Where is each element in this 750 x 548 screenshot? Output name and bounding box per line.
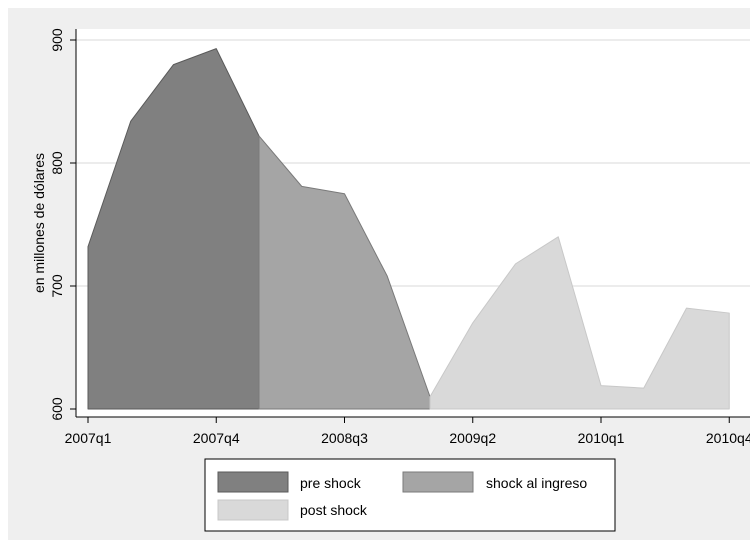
y-tick-label: 700 [49, 274, 65, 298]
area-post-shock [429, 236, 730, 410]
legend-swatch [217, 471, 289, 493]
y-tick-label: 800 [49, 151, 65, 175]
legend: pre shock shock al ingreso post shock [204, 458, 616, 532]
legend-swatch [217, 499, 289, 521]
legend-label: shock al ingreso [486, 475, 587, 491]
legend-label: pre shock [300, 475, 362, 491]
area-series [87, 48, 730, 410]
y-ticks: 600 700 800 900 [49, 28, 76, 421]
x-tick-label: 2010q1 [578, 430, 625, 446]
x-tick-label: 2010q4 [706, 430, 750, 446]
axes [75, 29, 750, 418]
x-tick-label: 2008q3 [321, 430, 368, 446]
y-tick-label: 900 [49, 28, 65, 52]
legend-swatch [402, 471, 474, 493]
x-tick-label: 2009q2 [449, 430, 496, 446]
legend-label: post shock [300, 502, 368, 518]
x-ticks: 2007q1 2007q4 2008q3 2009q2 2010q1 2010q4 [65, 417, 750, 446]
x-tick-label: 2007q1 [65, 430, 112, 446]
y-tick-label: 600 [49, 397, 65, 421]
x-tick-label: 2007q4 [193, 430, 240, 446]
y-axis-title: en millones de dólares [31, 153, 47, 293]
